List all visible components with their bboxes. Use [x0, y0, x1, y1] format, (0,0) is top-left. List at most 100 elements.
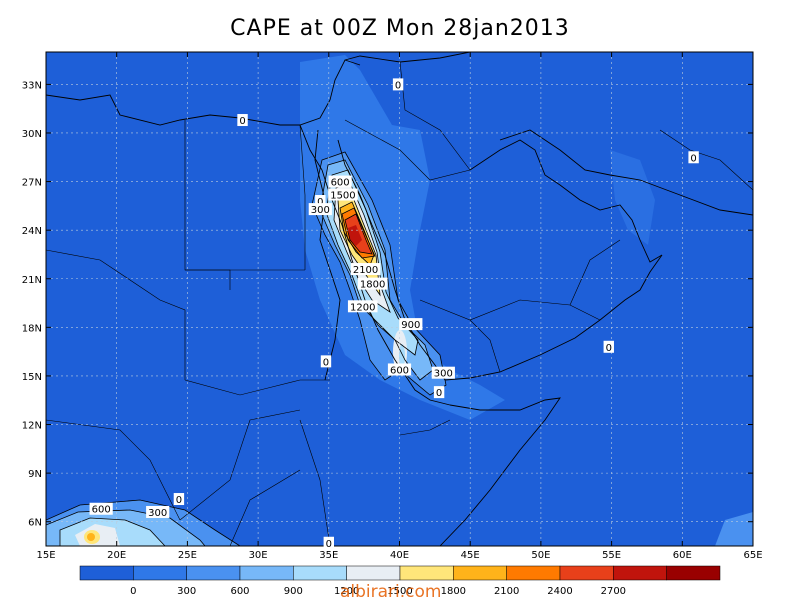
grid: [46, 52, 753, 546]
region-near-zero-iran: [610, 150, 655, 245]
contour-label-bg: [146, 505, 170, 518]
colorbar-label: 1500: [387, 586, 412, 597]
colorbar-label: 0: [130, 586, 136, 597]
x-tick-label: 45E: [461, 550, 480, 561]
contour-label: 0: [317, 197, 323, 208]
contour-label: 600: [331, 178, 350, 189]
contour-label-bg: [320, 355, 332, 368]
colorbar-label: 2700: [601, 586, 626, 597]
contour-label: 1200: [350, 302, 375, 313]
contour-label: 300: [434, 369, 453, 380]
y-tick-label: 15N: [22, 372, 42, 383]
contour-label-bg: [315, 195, 326, 208]
contour-label: 600: [390, 365, 409, 376]
contour-label-bg: [350, 263, 381, 276]
contour-label-bg: [328, 188, 358, 201]
x-tick-label: 40E: [390, 550, 409, 561]
iran-coast: [499, 129, 753, 216]
x-tick-label: 50E: [531, 550, 550, 561]
contour-labels: 0000000003003003006006006009001200150018…: [89, 78, 699, 550]
political-borders: [46, 61, 753, 546]
contour-label: 0: [690, 153, 696, 164]
colorbar-swatch: [239, 565, 294, 581]
contour-label: 2100: [353, 265, 378, 276]
contour-label: 300: [148, 508, 167, 519]
contour-label: 900: [401, 320, 420, 331]
x-tick-label: 60E: [673, 550, 692, 561]
colorbar-swatch: [346, 565, 401, 581]
contour-label: 0: [323, 357, 329, 368]
colorbar-label: 300: [177, 586, 196, 597]
colorbar-label: 2100: [494, 586, 519, 597]
contour-label-bg: [387, 363, 412, 376]
y-tick-label: 6N: [28, 518, 42, 529]
arabia-south-coast: [444, 254, 663, 381]
contour-label-bg: [323, 536, 334, 549]
contour-label: 1500: [330, 191, 355, 202]
contour-label-bg: [308, 203, 332, 216]
contour-label-bg: [173, 493, 185, 506]
colorbar-label: 1800: [441, 586, 466, 597]
cape-sw-1800: [87, 533, 95, 541]
contour-label: 0: [176, 495, 182, 506]
y-tick-label: 12N: [22, 421, 42, 432]
contour-label-bg: [603, 340, 614, 353]
contour-label-bg: [237, 114, 248, 127]
contour-label: 0: [326, 539, 332, 550]
contour-label-bg: [433, 386, 445, 399]
x-tick-label: 55E: [602, 550, 621, 561]
colorbar-swatch: [186, 565, 241, 581]
x-tick-label: 20E: [107, 550, 126, 561]
colorbar-label: 900: [284, 586, 303, 597]
y-tick-label: 24N: [22, 226, 42, 237]
colorbar-label: 1200: [334, 586, 359, 597]
y-tick-label: 30N: [22, 129, 42, 140]
contour-label: 300: [311, 205, 330, 216]
contour-label-bg: [328, 175, 352, 188]
colorbar-swatch: [133, 565, 187, 581]
colorbar-swatch: [399, 565, 454, 581]
y-tick-label: 18N: [22, 323, 42, 334]
y-tick-label: 33N: [22, 80, 42, 91]
persian-gulf-coast: [469, 139, 663, 263]
x-tick-label: 65E: [743, 550, 762, 561]
colorbar-swatch: [666, 565, 721, 581]
x-axis: 15E 20E 25E 30E 35E 40E 45E 50E 55E 60E 65E: [36, 52, 763, 561]
colorbar-swatch: [613, 565, 667, 581]
contour-label-bg: [89, 502, 113, 515]
contour-label-bg: [392, 78, 404, 91]
contour-label-bg: [399, 318, 423, 331]
y-tick-label: 9N: [28, 469, 42, 480]
contour-label: 600: [92, 505, 111, 516]
watermark-text: albirari.com: [340, 582, 442, 602]
x-tick-label: 15E: [36, 550, 55, 561]
y-axis: 6N 9N 12N 15N 18N 21N 24N 27N 30N 33N: [22, 80, 753, 529]
contour-label-bg: [357, 277, 388, 290]
colorbar-swatch: [506, 565, 561, 581]
contour-label-bg: [431, 366, 455, 379]
cape-se-patch: [715, 512, 753, 546]
contour-label-bg: [688, 151, 699, 164]
contour-label: 0: [395, 80, 401, 91]
horn-of-africa-coast: [439, 397, 561, 546]
contour-label: 0: [606, 343, 612, 354]
contour-label-bg: [347, 300, 378, 313]
nile: [314, 129, 341, 381]
contour-label: 1800: [360, 280, 385, 291]
x-tick-label: 35E: [319, 550, 338, 561]
chart-title: CAPE at 00Z Mon 28jan2013: [230, 16, 570, 41]
colorbar-label: 2400: [547, 586, 572, 597]
cape-patch-eritrea-core: [399, 344, 405, 368]
red-sea-east-coast: [337, 139, 446, 381]
contour-label: 0: [436, 388, 442, 399]
contour-label: 0: [239, 116, 245, 127]
y-tick-label: 21N: [22, 275, 42, 286]
y-tick-label: 27N: [22, 178, 42, 189]
colorbar-swatch: [79, 565, 134, 581]
region-near-zero-arabia: [300, 55, 505, 420]
colorbar-swatch: [453, 565, 507, 581]
x-tick-label: 30E: [249, 550, 268, 561]
colorbar: 0 300 600 900 1200 1500 1800 2100 2400 2700: [79, 565, 721, 597]
colorbar-label: 600: [230, 586, 249, 597]
